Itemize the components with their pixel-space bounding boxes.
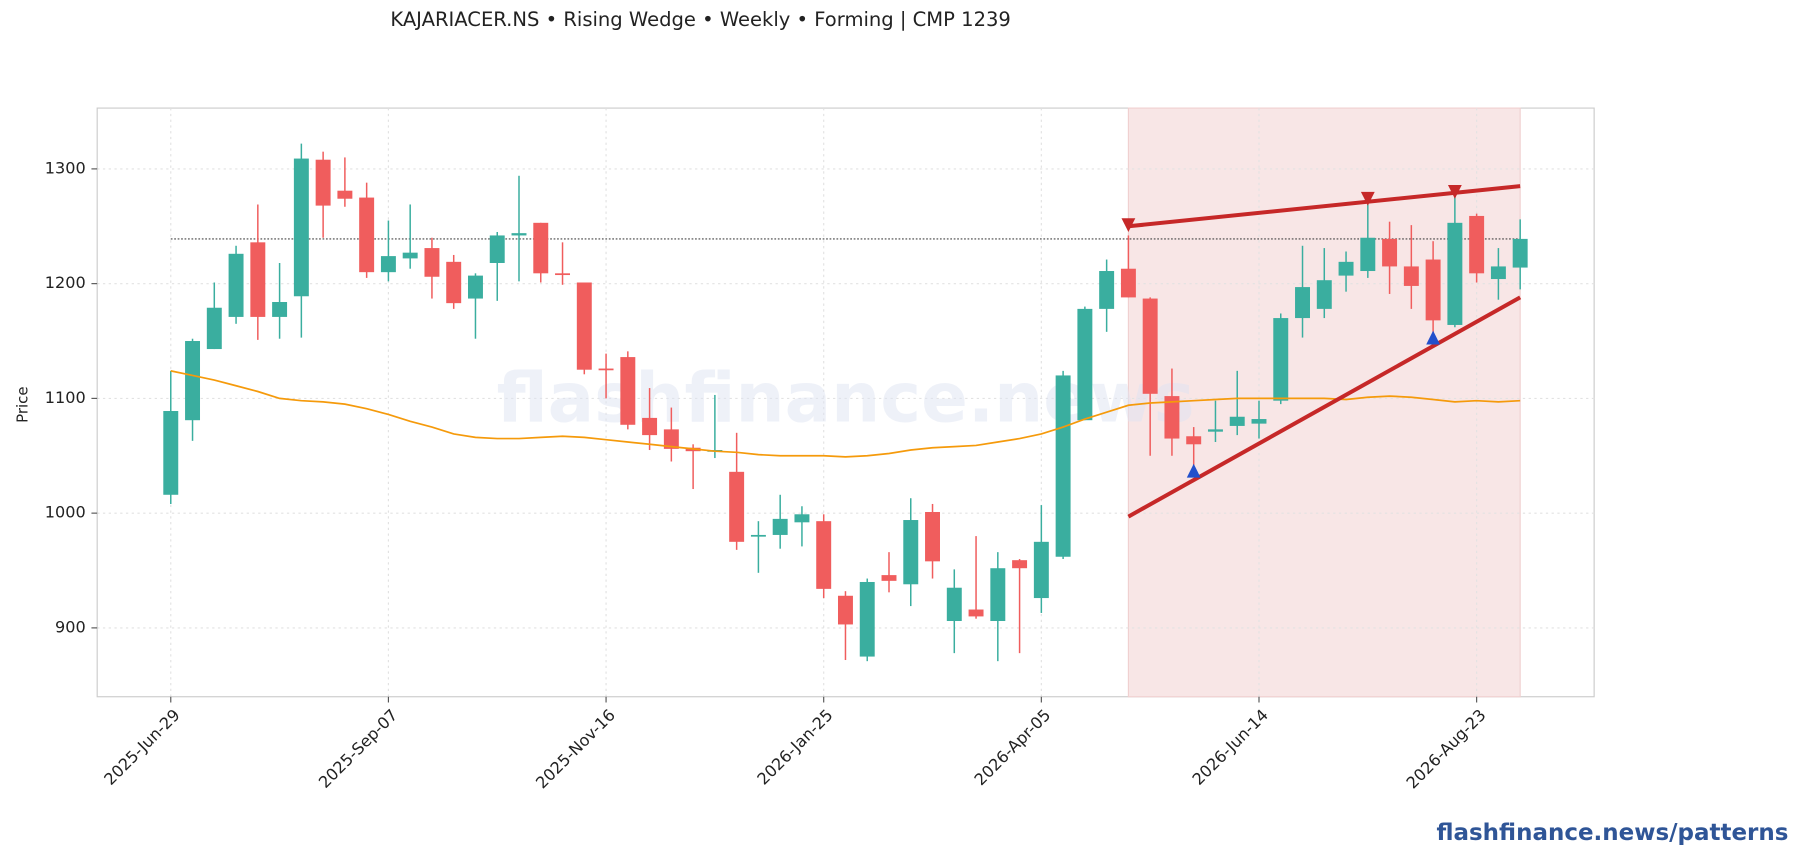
y-tick-label: 1300 <box>45 158 86 177</box>
candle-body <box>990 568 1006 622</box>
y-tick-label: 900 <box>55 617 86 636</box>
candle-body <box>620 357 636 425</box>
candle-body <box>772 518 788 535</box>
moving-average <box>170 370 1521 458</box>
x-tick-label: 2025-Nov-16 <box>532 705 619 792</box>
candle-body <box>228 253 244 317</box>
pivot-marker <box>1447 184 1462 199</box>
x-tick-label: 2026-Jun-14 <box>1188 705 1271 788</box>
candle-body <box>859 581 875 657</box>
candle-body <box>467 275 483 299</box>
candle-body <box>446 261 462 304</box>
pivot-marker <box>1426 330 1441 345</box>
candle-body <box>1360 237 1376 272</box>
candle-body <box>1512 238 1528 268</box>
pivot-marker <box>1360 191 1375 206</box>
candle-body <box>315 159 331 206</box>
y-tick-label: 1100 <box>45 388 86 407</box>
x-tick-label: 2025-Sep-07 <box>315 705 401 791</box>
footer: flashfinance.news/patterns <box>1436 820 1788 846</box>
candle-body <box>1164 396 1180 439</box>
x-tick-label: 2026-Apr-05 <box>971 705 1055 789</box>
candle-body <box>402 252 418 259</box>
candle-body <box>598 368 614 371</box>
pivot-marker <box>1186 463 1201 478</box>
candle-body <box>729 471 745 542</box>
candle-body <box>1033 541 1049 599</box>
candle-body <box>1142 298 1158 394</box>
candle-body <box>1207 429 1223 432</box>
candle-body <box>337 190 353 199</box>
candle-body <box>555 273 571 276</box>
candle-body <box>837 595 853 625</box>
candle-body <box>380 256 396 273</box>
y-axis-label: Price <box>14 386 32 422</box>
candle-body <box>1403 266 1419 286</box>
y-tick-label: 1200 <box>45 273 86 292</box>
candle-body <box>1273 318 1289 401</box>
x-tick-label: 2026-Aug-23 <box>1403 705 1490 792</box>
candle-body <box>968 609 984 617</box>
candle-body <box>206 307 222 350</box>
candle-body <box>293 158 309 297</box>
candle-body <box>359 197 375 273</box>
candle-body <box>1490 266 1506 280</box>
candle-body <box>1469 215 1485 274</box>
candle-body <box>250 242 266 317</box>
y-tick-label: 1000 <box>45 503 86 522</box>
candle-body <box>663 429 679 449</box>
plot-frame <box>96 107 1595 698</box>
candle-body <box>1382 238 1398 267</box>
candle-body <box>925 511 940 562</box>
candle-body <box>1229 416 1245 426</box>
candle-body <box>424 248 440 277</box>
candle-body <box>1077 308 1093 421</box>
candle-body <box>1186 436 1202 445</box>
candle-body <box>946 587 962 622</box>
candle-body <box>272 302 288 317</box>
candle-body <box>1447 222 1463 325</box>
pivot-marker <box>1121 218 1136 233</box>
candle-body <box>489 235 505 263</box>
x-tick-label: 2026-Jan-25 <box>753 705 836 788</box>
candle-body <box>1316 280 1332 309</box>
x-tick-label: 2025-Jun-29 <box>100 705 183 788</box>
candle-body <box>511 233 527 236</box>
candle-body <box>1338 261 1354 276</box>
candle-body <box>750 534 766 537</box>
candle-body <box>881 575 897 581</box>
candle-body <box>1295 287 1310 319</box>
candle-body <box>1012 560 1028 569</box>
candle-body <box>903 520 919 585</box>
candle-body <box>1055 375 1071 557</box>
candle-body <box>794 514 810 523</box>
candle-body <box>642 417 658 436</box>
chart-title: KAJARIACER.NS • Rising Wedge • Weekly • … <box>390 8 1011 31</box>
candle-body <box>576 282 592 370</box>
candle-body <box>185 341 201 421</box>
candle-body <box>1120 268 1136 298</box>
candle-body <box>1251 419 1267 424</box>
trendline <box>1127 295 1522 519</box>
candle-body <box>1425 259 1441 321</box>
candle-body <box>163 411 179 495</box>
candle-body <box>1099 271 1115 309</box>
candle-body <box>816 521 832 589</box>
candle-body <box>533 222 549 274</box>
